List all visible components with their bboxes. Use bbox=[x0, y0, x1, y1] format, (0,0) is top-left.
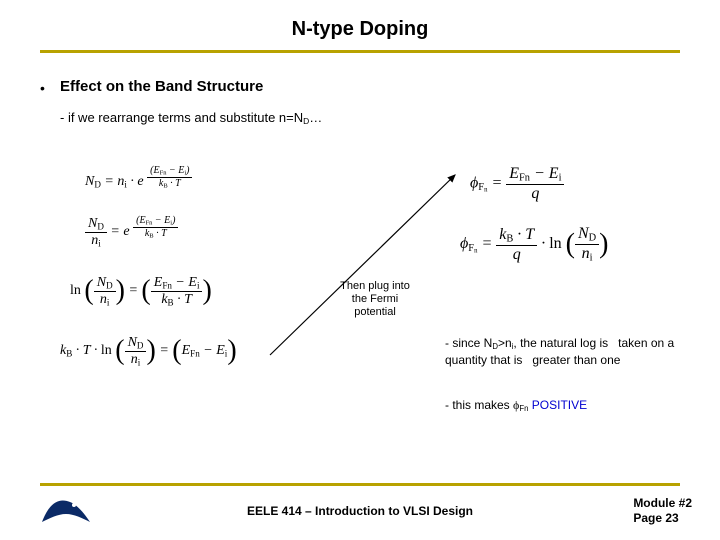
positive-word: POSITIVE bbox=[528, 398, 587, 412]
rule-bottom bbox=[40, 483, 680, 486]
eq-left-2: ND ni = e (EFn − Ei) kB · T bbox=[85, 215, 178, 248]
eq-right-2: ϕFn = kB · T q · ln ( ND ni ) bbox=[460, 225, 608, 264]
eq-left-1: ND = ni · e (EFn − Ei) kB · T bbox=[85, 165, 192, 190]
subline: - if we rearrange terms and substitute n… bbox=[60, 110, 322, 126]
bullet-marker: • bbox=[40, 80, 45, 96]
annotation: Then plug into the Fermi potential bbox=[330, 280, 420, 320]
slide: { "title": "N-type Doping", "heading": "… bbox=[0, 0, 720, 540]
note-2: - this makes ϕFn POSITIVE bbox=[445, 398, 587, 413]
note-1: - since ND>ni, the natural log is taken … bbox=[445, 335, 685, 369]
eq-left-4: kB · T · ln ( ND ni ) = (EFn − Ei) bbox=[60, 335, 237, 367]
slide-title: N-type Doping bbox=[0, 18, 720, 41]
eq-right-1: ϕFn = EFn − Ei q bbox=[470, 165, 564, 203]
rule-top bbox=[40, 50, 680, 53]
subline-suffix: … bbox=[309, 110, 322, 125]
footer-right: Module #2Page 23 bbox=[633, 496, 692, 526]
footer-center: EELE 414 – Introduction to VLSI Design bbox=[0, 504, 720, 518]
section-heading: Effect on the Band Structure bbox=[60, 78, 263, 95]
subline-prefix: - if we rearrange terms and substitute n… bbox=[60, 110, 303, 125]
eq-left-3: ln ( ND ni ) = ( EFn − Ei kB · T ) bbox=[70, 275, 212, 307]
